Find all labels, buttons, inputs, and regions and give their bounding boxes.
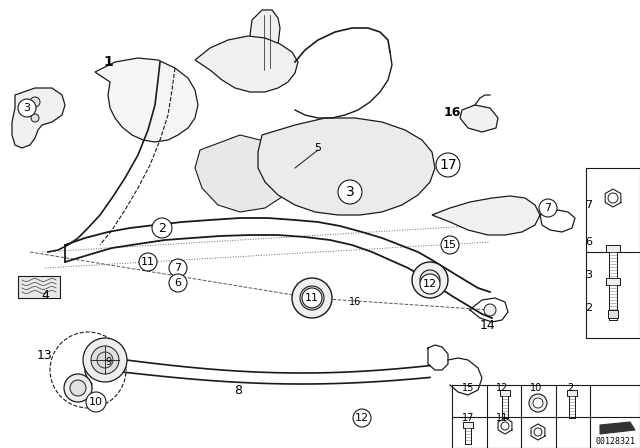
Polygon shape	[606, 278, 620, 285]
Text: 11: 11	[141, 257, 155, 267]
Polygon shape	[195, 135, 295, 212]
Text: 9: 9	[105, 357, 111, 367]
Circle shape	[64, 374, 92, 402]
Text: 3: 3	[586, 270, 593, 280]
Text: 11: 11	[496, 413, 508, 423]
Text: 4: 4	[41, 289, 49, 302]
Circle shape	[420, 270, 440, 290]
Circle shape	[302, 288, 322, 308]
Text: 6: 6	[586, 237, 593, 247]
Text: 3: 3	[346, 185, 355, 199]
Circle shape	[533, 398, 543, 408]
Polygon shape	[95, 58, 198, 142]
Polygon shape	[195, 36, 298, 92]
Text: 17: 17	[462, 413, 474, 423]
Circle shape	[300, 286, 324, 310]
Text: 10: 10	[530, 383, 542, 393]
Polygon shape	[463, 422, 473, 428]
Circle shape	[501, 422, 509, 430]
Polygon shape	[500, 390, 510, 396]
Text: 5: 5	[314, 143, 321, 153]
Circle shape	[30, 97, 40, 107]
Text: 11: 11	[305, 293, 319, 303]
Circle shape	[539, 199, 557, 217]
Polygon shape	[600, 422, 635, 434]
Text: 2: 2	[567, 383, 573, 393]
Text: 10: 10	[89, 397, 103, 407]
Polygon shape	[250, 10, 280, 78]
Circle shape	[152, 218, 172, 238]
Circle shape	[338, 180, 362, 204]
Circle shape	[169, 259, 187, 277]
Circle shape	[529, 394, 547, 412]
Polygon shape	[608, 310, 618, 318]
Circle shape	[306, 292, 318, 304]
Polygon shape	[432, 196, 540, 235]
Text: 2: 2	[586, 303, 593, 313]
Circle shape	[70, 380, 86, 396]
Circle shape	[534, 428, 542, 436]
Text: 16: 16	[444, 105, 461, 119]
Text: 00128321: 00128321	[596, 437, 636, 446]
Text: 13: 13	[37, 349, 53, 362]
Circle shape	[412, 262, 448, 298]
Text: 16: 16	[349, 297, 361, 307]
Circle shape	[91, 346, 119, 374]
Text: 7: 7	[586, 200, 593, 210]
Text: 12: 12	[423, 279, 437, 289]
Text: 6: 6	[175, 278, 182, 288]
Polygon shape	[606, 245, 620, 252]
Text: 8: 8	[234, 383, 242, 396]
Text: 12: 12	[355, 413, 369, 423]
Circle shape	[608, 193, 618, 203]
Circle shape	[292, 278, 332, 318]
Bar	[18, 276, 60, 298]
Circle shape	[97, 352, 113, 368]
Circle shape	[139, 253, 157, 271]
Text: 15: 15	[462, 383, 474, 393]
Text: 7: 7	[545, 203, 552, 213]
Circle shape	[441, 236, 459, 254]
Circle shape	[436, 153, 460, 177]
Circle shape	[420, 274, 440, 294]
Text: 14: 14	[480, 319, 496, 332]
Circle shape	[86, 392, 106, 412]
Text: 12: 12	[496, 383, 508, 393]
Text: 1: 1	[103, 55, 113, 69]
Polygon shape	[258, 118, 435, 215]
Text: 2: 2	[158, 221, 166, 234]
Polygon shape	[12, 88, 65, 148]
Text: 3: 3	[24, 103, 31, 113]
Circle shape	[18, 99, 36, 117]
Circle shape	[31, 114, 39, 122]
Circle shape	[353, 409, 371, 427]
Circle shape	[169, 274, 187, 292]
Text: 7: 7	[175, 263, 182, 273]
Circle shape	[484, 304, 496, 316]
Circle shape	[425, 275, 435, 285]
Polygon shape	[567, 390, 577, 396]
Circle shape	[50, 332, 126, 408]
Polygon shape	[460, 105, 498, 132]
Circle shape	[83, 338, 127, 382]
Text: 17: 17	[439, 158, 457, 172]
Text: 15: 15	[443, 240, 457, 250]
